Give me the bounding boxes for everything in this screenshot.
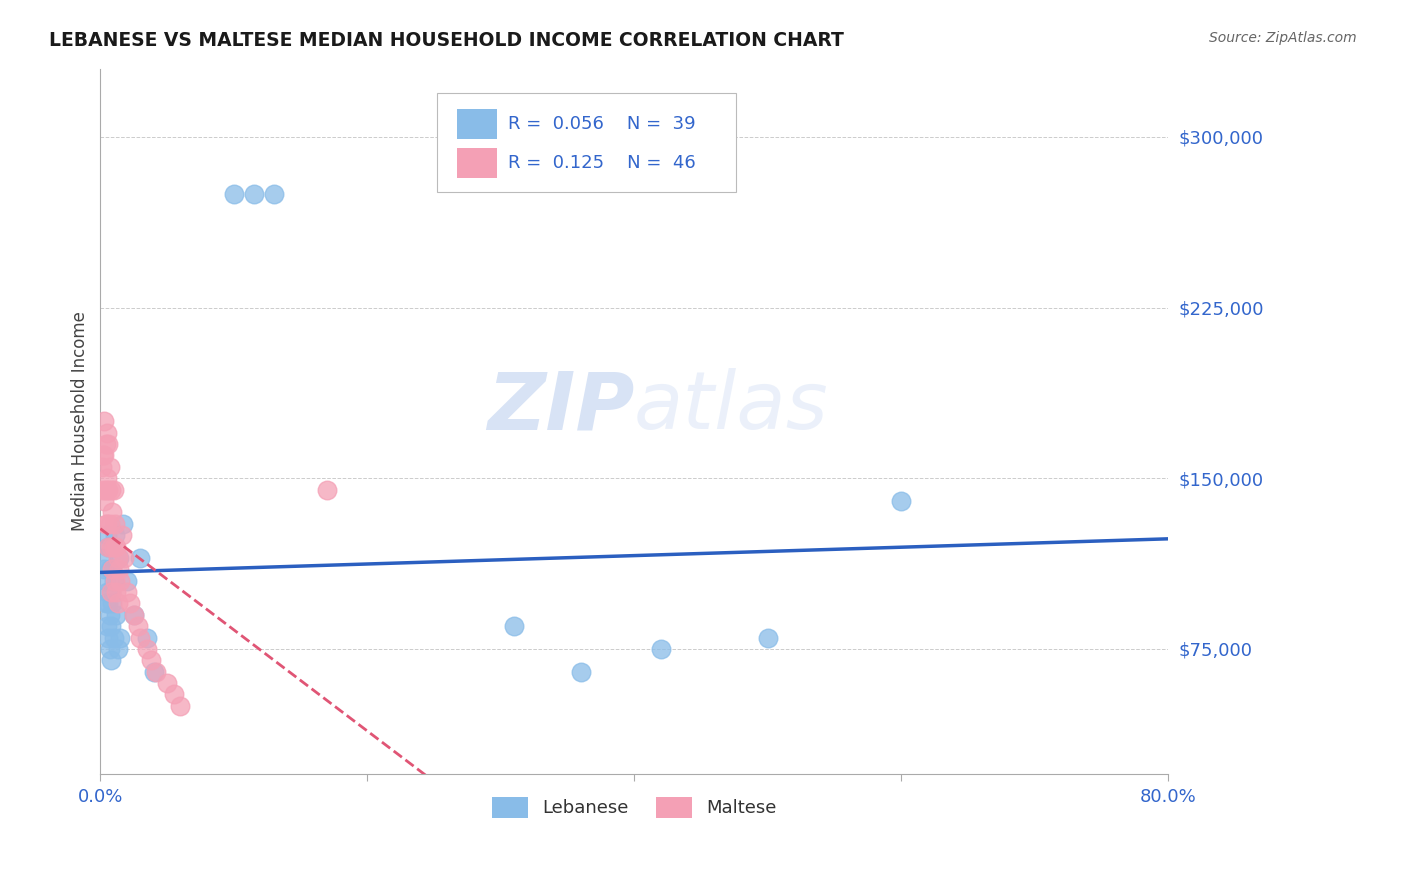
Point [569, 665, 592, 679]
Point [104, 574, 127, 588]
Y-axis label: Median Household Income: Median Household Income [72, 311, 89, 532]
Point [104, 528, 127, 542]
Point [97, 540, 120, 554]
Text: ZIP: ZIP [486, 368, 634, 446]
Point [103, 483, 125, 497]
Point [93, 414, 115, 428]
Point [101, 596, 124, 610]
Point [127, 619, 149, 633]
Point [98, 607, 121, 622]
Point [97, 631, 120, 645]
Point [94, 596, 117, 610]
FancyBboxPatch shape [457, 109, 498, 139]
Point [100, 653, 122, 667]
Point [145, 665, 167, 679]
Point [263, 186, 285, 201]
Point [110, 631, 132, 645]
Point [105, 540, 128, 554]
Point [136, 642, 159, 657]
Point [96, 425, 118, 440]
Point [93, 494, 115, 508]
Point [129, 550, 152, 565]
Point [107, 550, 129, 565]
Point [100, 483, 122, 497]
Point [103, 631, 125, 645]
Point [96, 528, 118, 542]
Point [98, 642, 121, 657]
Point [169, 698, 191, 713]
FancyBboxPatch shape [437, 94, 735, 192]
Point [243, 186, 266, 201]
Point [97, 540, 120, 554]
Point [91, 550, 114, 565]
Point [94, 574, 117, 588]
Point [105, 607, 128, 622]
Point [100, 619, 122, 633]
Point [222, 186, 245, 201]
Point [104, 516, 127, 531]
Point [97, 437, 120, 451]
FancyBboxPatch shape [457, 147, 498, 178]
Point [101, 562, 124, 576]
Point [107, 596, 129, 610]
Point [316, 483, 339, 497]
Point [97, 483, 120, 497]
Point [94, 516, 117, 531]
Point [98, 516, 121, 531]
Point [94, 437, 117, 451]
Point [96, 585, 118, 599]
Point [129, 631, 152, 645]
Point [91, 483, 114, 497]
Point [110, 574, 132, 588]
Point [111, 528, 134, 542]
Text: Source: ZipAtlas.com: Source: ZipAtlas.com [1209, 31, 1357, 45]
Point [118, 596, 141, 610]
Text: LEBANESE VS MALTESE MEDIAN HOUSEHOLD INCOME CORRELATION CHART: LEBANESE VS MALTESE MEDIAN HOUSEHOLD INC… [49, 31, 844, 50]
Legend: Lebanese, Maltese: Lebanese, Maltese [485, 789, 783, 825]
Point [756, 631, 779, 645]
Point [108, 562, 131, 576]
Point [97, 596, 120, 610]
Point [91, 449, 114, 463]
Point [100, 540, 122, 554]
Point [890, 494, 912, 508]
Point [142, 665, 165, 679]
Point [96, 471, 118, 485]
Point [112, 516, 135, 531]
Point [503, 619, 526, 633]
Point [101, 562, 124, 576]
Point [115, 574, 138, 588]
Point [93, 562, 115, 576]
Point [101, 505, 124, 519]
Point [108, 550, 131, 565]
Point [115, 585, 138, 599]
Point [163, 688, 186, 702]
Text: R =  0.056    N =  39: R = 0.056 N = 39 [508, 115, 696, 133]
Point [98, 459, 121, 474]
Point [107, 642, 129, 657]
Text: atlas: atlas [634, 368, 830, 446]
Point [122, 607, 145, 622]
Point [93, 449, 115, 463]
Point [96, 516, 118, 531]
Point [156, 676, 179, 690]
Point [100, 585, 122, 599]
Point [103, 574, 125, 588]
Point [122, 607, 145, 622]
Point [112, 550, 135, 565]
Point [105, 585, 128, 599]
Point [98, 562, 121, 576]
Text: R =  0.125    N =  46: R = 0.125 N = 46 [508, 154, 696, 172]
Point [650, 642, 672, 657]
Point [94, 483, 117, 497]
Point [139, 653, 162, 667]
Point [136, 631, 159, 645]
Point [90, 459, 112, 474]
Point [100, 585, 122, 599]
Point [103, 540, 125, 554]
Point [96, 619, 118, 633]
